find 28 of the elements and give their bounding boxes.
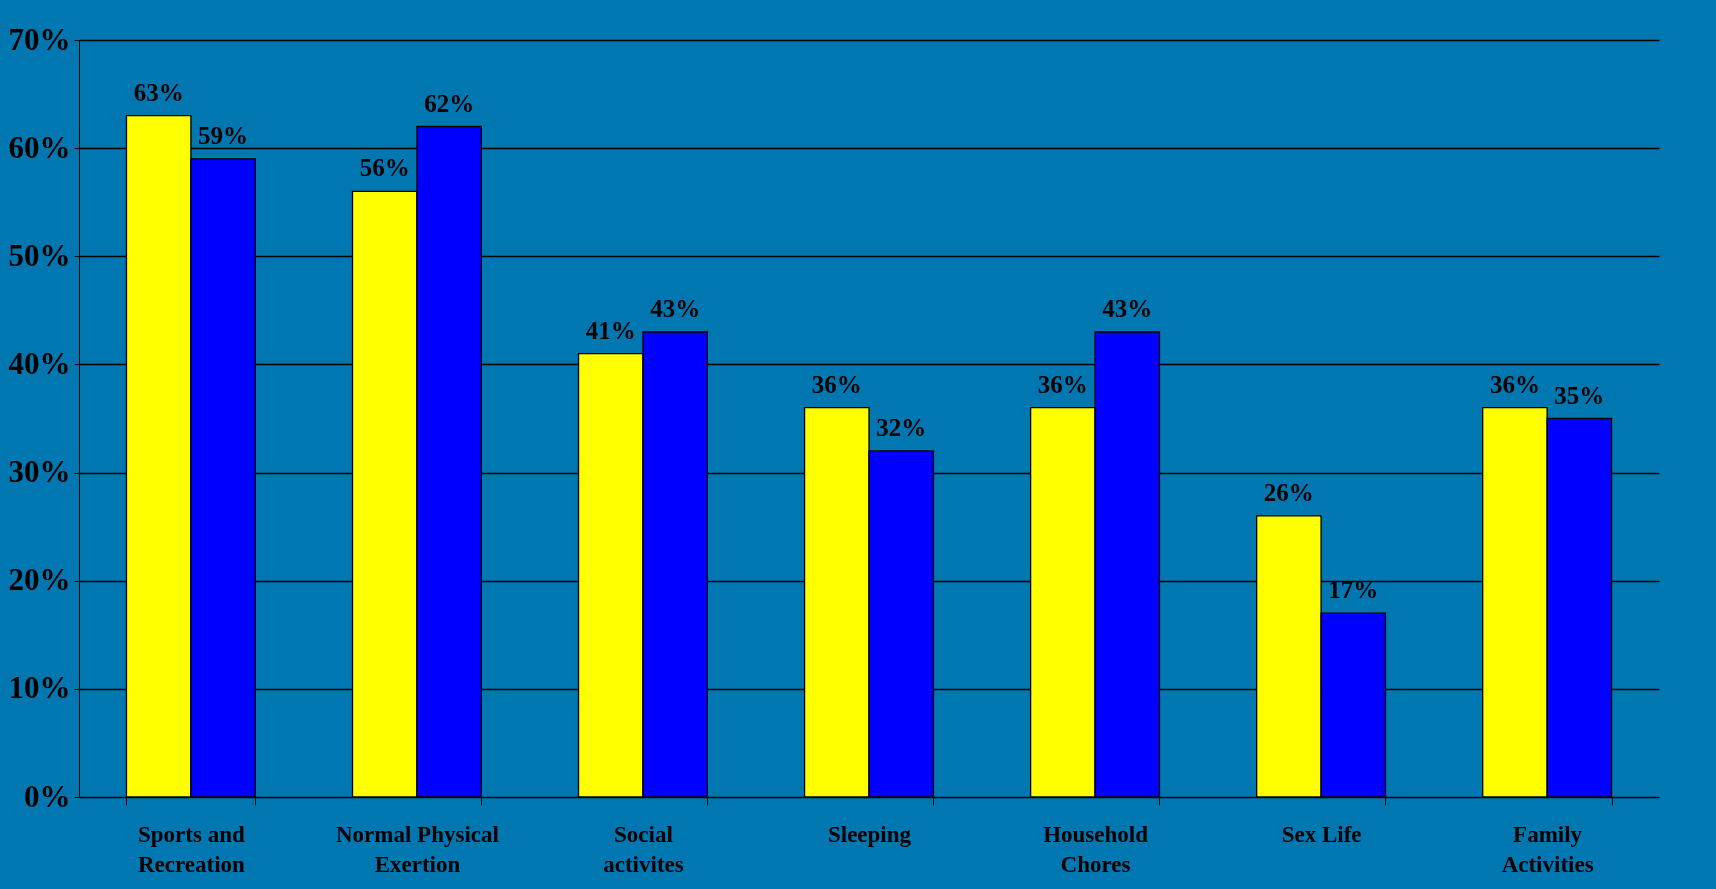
y-tick-label: 40% xyxy=(8,345,71,381)
x-tick-label: Sleeping xyxy=(827,821,912,847)
y-tick-label: 10% xyxy=(8,670,71,706)
data-label: 43% xyxy=(650,294,701,322)
data-label: 36% xyxy=(811,370,862,398)
data-label: 36% xyxy=(1489,370,1540,398)
x-tick-label: Social activites xyxy=(603,821,684,877)
x-tick-label: Sports and Recreation xyxy=(137,821,246,877)
y-tick-label: 50% xyxy=(8,237,71,273)
y-tick-label: 70% xyxy=(8,21,71,57)
data-label: 63% xyxy=(133,78,184,106)
data-label: 43% xyxy=(1102,294,1153,322)
x-tick-label: Sex Life xyxy=(1281,821,1362,847)
y-tick-label: 60% xyxy=(8,129,71,165)
data-label: 59% xyxy=(198,121,249,149)
x-tick-label: Family Activities xyxy=(1501,821,1594,877)
data-label: 32% xyxy=(876,413,927,441)
y-tick-label: 20% xyxy=(8,562,71,598)
data-label: 62% xyxy=(424,89,475,117)
x-tick-label: Normal Physical Exertion xyxy=(335,821,499,877)
data-label: 26% xyxy=(1263,478,1314,506)
y-tick-label: 0% xyxy=(24,778,71,814)
data-label: 56% xyxy=(359,154,410,182)
data-label: 35% xyxy=(1554,381,1605,409)
y-tick-label: 30% xyxy=(8,454,71,490)
data-label: 36% xyxy=(1037,370,1088,398)
data-label: 41% xyxy=(585,316,636,344)
x-tick-label: Household Chores xyxy=(1043,821,1149,877)
